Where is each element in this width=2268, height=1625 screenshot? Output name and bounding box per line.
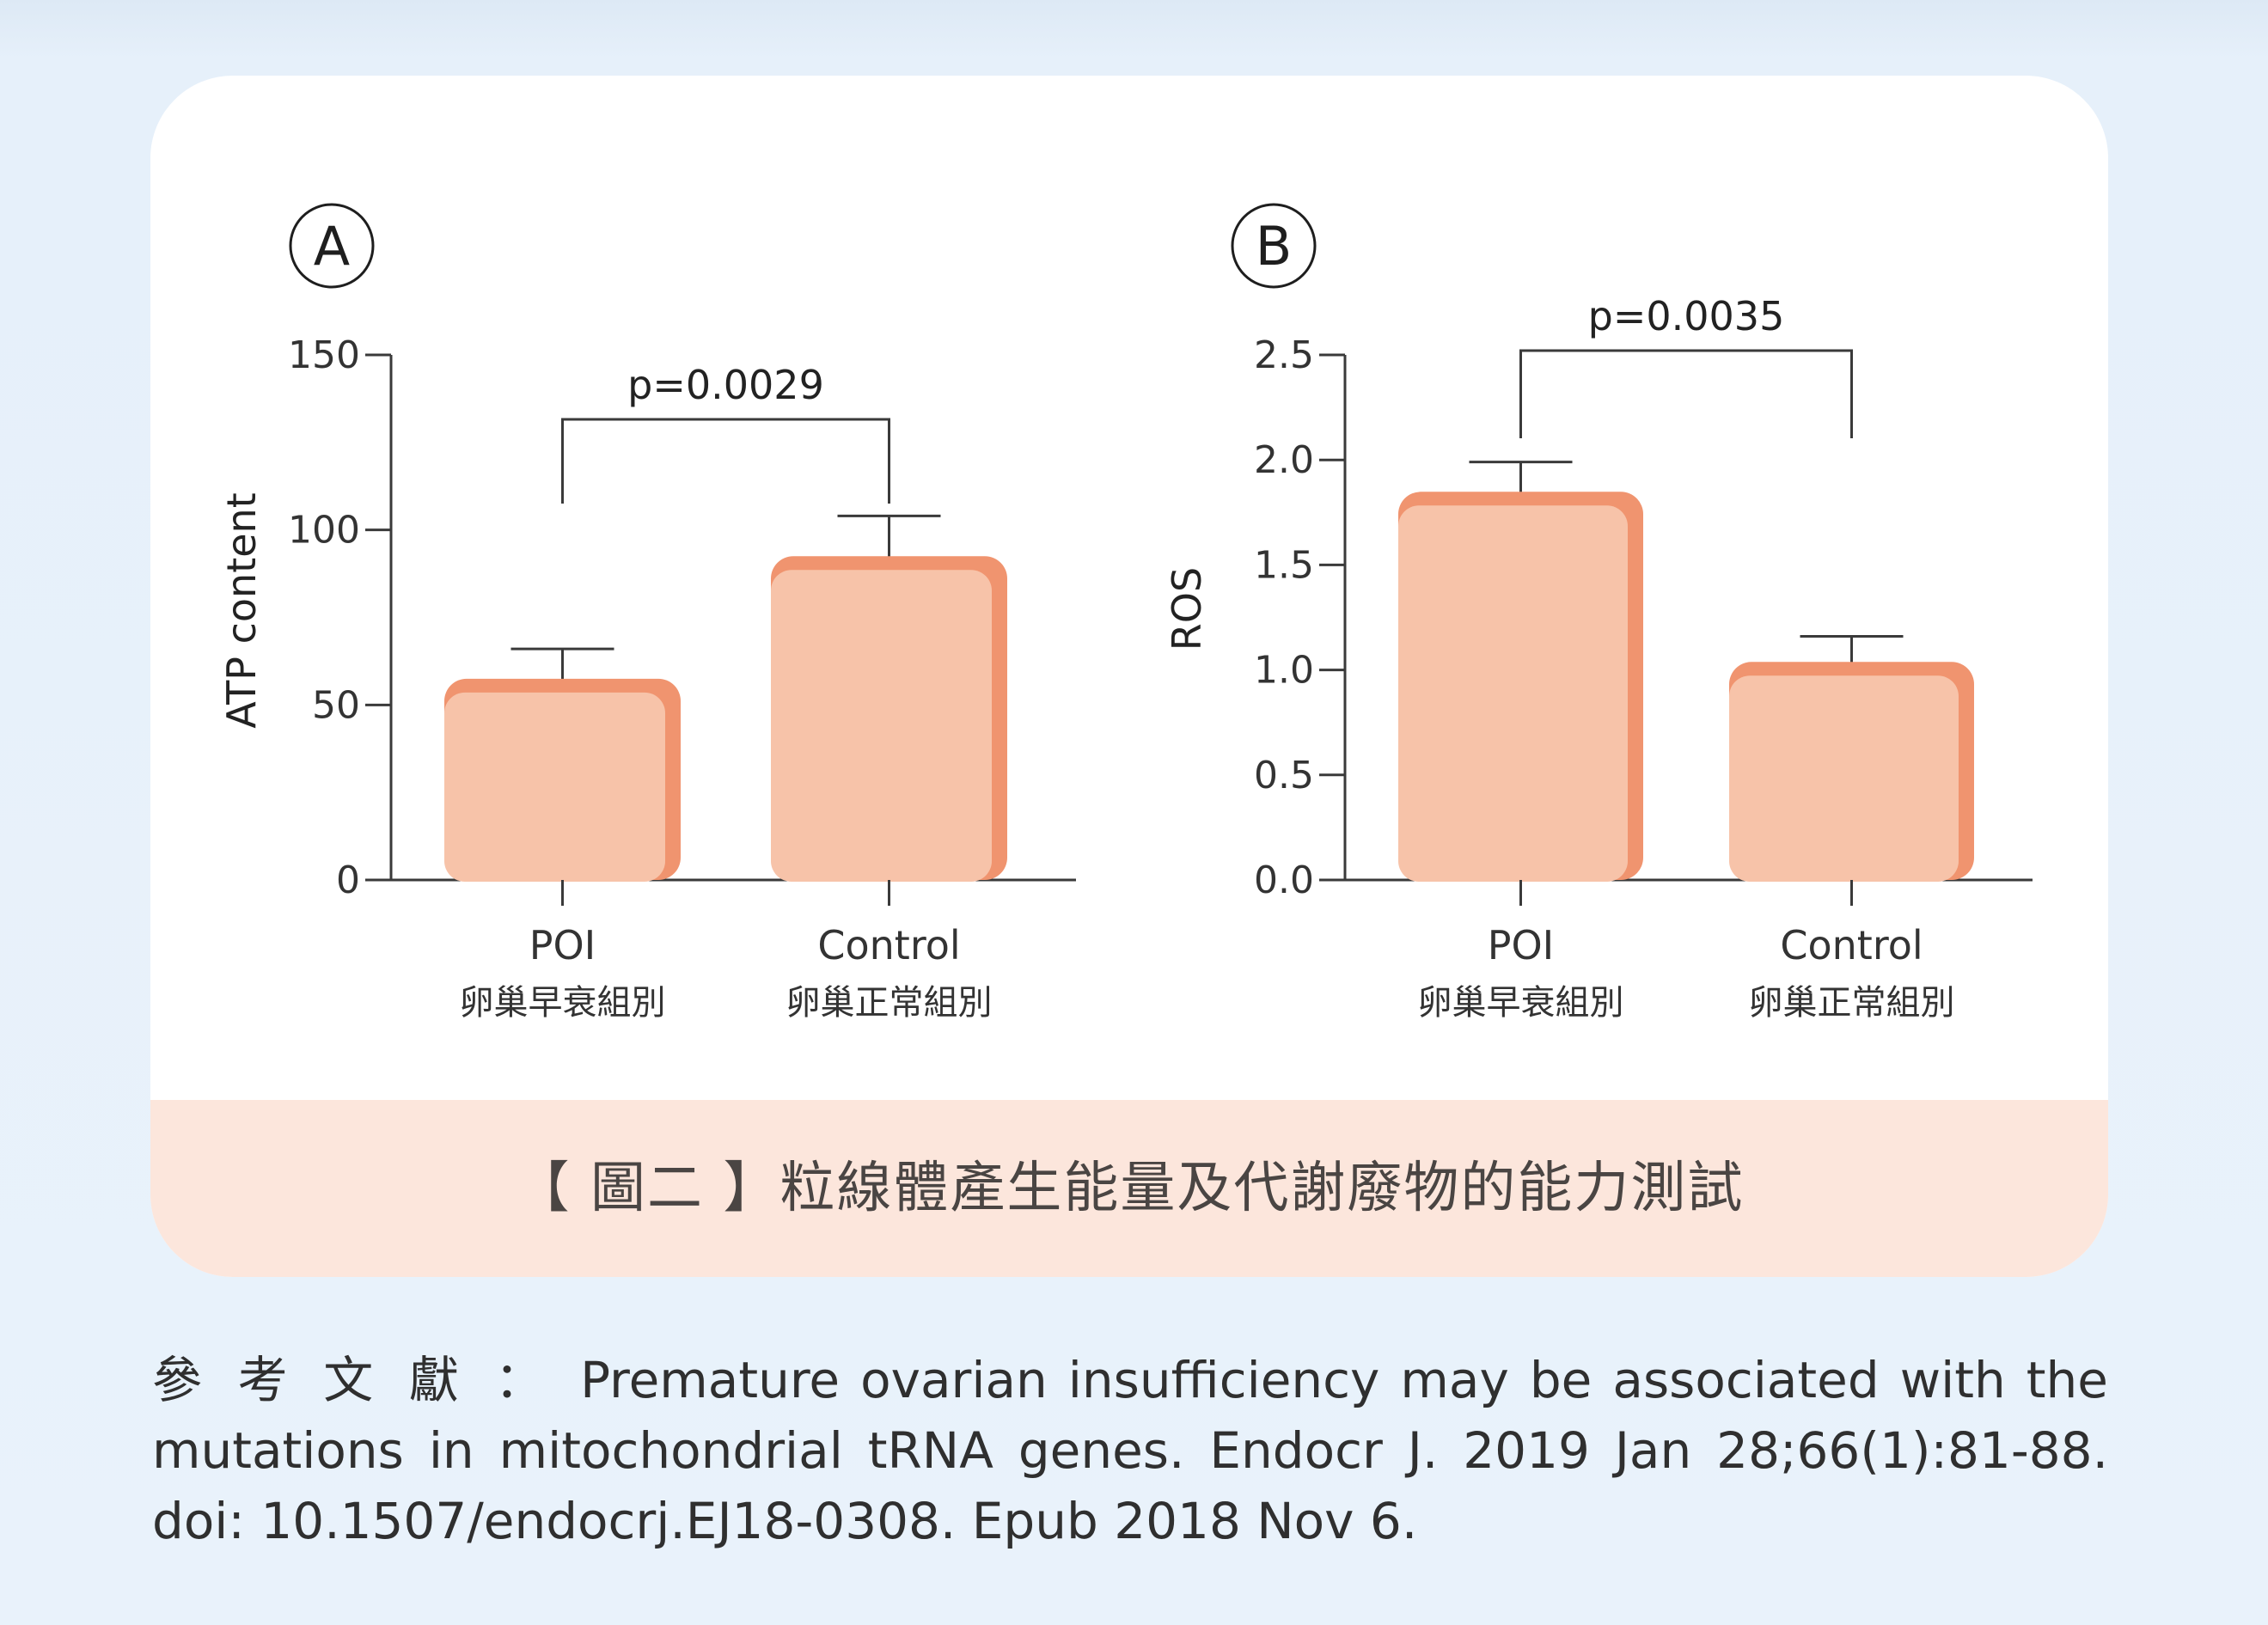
figure-caption: 【 圖二 】粒線體產生能量及代謝廢物的能力測試: [514, 1157, 1745, 1220]
panel-b-category-label: POI: [1488, 922, 1555, 968]
panel-a-category-sublabel: 卵巢早衰組別: [460, 983, 666, 1023]
panel-a-y-tick-label: 50: [312, 683, 360, 727]
panel-a-label-circle: [289, 203, 375, 289]
panel-b-y-tick-label: 2.5: [1254, 333, 1314, 377]
panel-b-bar-poi: [1398, 505, 1628, 882]
panel-a-bar-poi: [444, 692, 665, 882]
panel-b-significance-bracket: [1519, 349, 1853, 438]
panel-b-p-value: p=0.0035: [1588, 293, 1785, 339]
reference-text: 參考文獻：Premature ovarian insufficiency may…: [152, 1345, 2108, 1556]
panel-a-p-value: p=0.0029: [627, 362, 824, 408]
panel-b-y-axis-title: ROS: [1164, 567, 1210, 651]
panel-b-bar-control: [1729, 675, 1959, 882]
panel-b-category-sublabel: 卵巢早衰組別: [1418, 983, 1624, 1023]
panel-a-category-label: Control: [817, 922, 960, 968]
panel-a-y-tick-label: 0: [336, 858, 360, 902]
caption-band: 【 圖二 】粒線體產生能量及代謝廢物的能力測試: [150, 1100, 2108, 1277]
panel-a-category-label: POI: [529, 922, 596, 968]
panel-a-y-tick-label: 150: [288, 333, 360, 377]
panel-b-y-tick-label: 2.0: [1254, 438, 1314, 482]
panel-b-y-tick-label: 1.5: [1254, 543, 1314, 587]
panel-b-category-label: Control: [1780, 922, 1923, 968]
panel-a-bar-control: [771, 570, 992, 882]
figure-card: A 0 50 100 150 ATP content POI 卵巢早衰組別 Control 卵巢正…: [150, 76, 2108, 1277]
panel-b-label-circle: [1231, 203, 1317, 289]
panel-b-y-tick-label: 0.5: [1254, 754, 1314, 797]
panel-b-category-sublabel: 卵巢正常組別: [1749, 983, 1955, 1023]
panel-a-label: A: [314, 215, 350, 278]
panel-b-y-tick-label: 0.0: [1254, 858, 1314, 902]
reference-citation: Premature ovarian insufficiency may be a…: [152, 1351, 2108, 1550]
figure-charts: A 0 50 100 150 ATP content POI 卵巢早衰組別 Control 卵巢正…: [218, 203, 2033, 1023]
panel-a-category-sublabel: 卵巢正常組別: [786, 983, 993, 1023]
reference-label: 參考文獻：: [152, 1351, 581, 1409]
panel-a-y-axis-title: ATP content: [218, 492, 265, 728]
panel-a-significance-bracket: [561, 418, 890, 504]
panel-b-label: B: [1256, 215, 1293, 278]
panel-b-y-tick-label: 1.0: [1254, 649, 1314, 693]
panel-a-y-tick-label: 100: [288, 509, 360, 553]
